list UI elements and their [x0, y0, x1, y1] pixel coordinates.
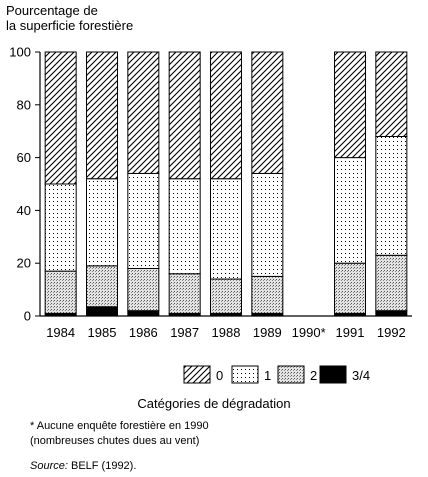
bar-segment [86, 265, 118, 308]
legend-label: 0 [216, 368, 223, 383]
legend-swatch [231, 365, 259, 384]
legend-label: 3/4 [352, 368, 370, 383]
bar-segment [168, 51, 201, 180]
y-axis-label-line1: Pourcentage de [6, 3, 98, 18]
x-tick-label: 1987 [170, 325, 199, 340]
footnote-line1: * Aucune enquête forestière en 1990 [30, 420, 209, 432]
bar-segment [334, 262, 366, 314]
bar-segment [251, 51, 284, 174]
x-tick-label: 1989 [253, 325, 282, 340]
legend-title: Catégories de dégradation [137, 396, 291, 411]
source-text: BELF (1992). [67, 460, 137, 472]
x-tick-label: 1991 [336, 325, 365, 340]
bar-segment [86, 306, 118, 317]
bar-segment [251, 275, 284, 314]
y-tick-label: 20 [17, 256, 31, 271]
bar-segment [375, 310, 408, 317]
bar-segment [44, 183, 77, 272]
legend-swatch [319, 365, 347, 384]
bar-segment [251, 172, 284, 277]
bar-segment [127, 267, 160, 312]
bar-segment [127, 172, 160, 269]
bar-segment [210, 178, 242, 280]
bar-segment [127, 51, 160, 174]
footnote-line2: (nombreuses chutes dues au vent) [30, 435, 200, 447]
x-tick-label: 1992 [377, 325, 406, 340]
x-tick-label: 1984 [46, 325, 75, 340]
bar-segment [375, 51, 408, 137]
bar-segment [210, 51, 242, 180]
bar-segment [168, 178, 201, 275]
bar-segment [44, 270, 77, 314]
x-tick-label: 1986 [129, 325, 158, 340]
bar-segment [375, 135, 408, 256]
bar-segment [168, 273, 201, 314]
source-prefix: Source: [30, 460, 68, 472]
bar-segment [334, 51, 366, 159]
y-tick-label: 100 [9, 45, 31, 60]
legend-swatch [277, 365, 305, 384]
x-tick-label: 1985 [88, 325, 117, 340]
y-tick-label: 80 [17, 97, 31, 112]
y-tick-label: 60 [17, 150, 31, 165]
bar-segment [86, 51, 118, 180]
bar-segment [334, 157, 366, 264]
legend-label: 2 [310, 368, 317, 383]
y-tick-label: 0 [24, 309, 31, 324]
bar-segment [127, 310, 160, 317]
bar-segment [86, 178, 118, 267]
y-tick-label: 40 [17, 203, 31, 218]
bar-segment [210, 278, 242, 314]
bar-segment [375, 254, 408, 312]
legend-swatch [183, 365, 211, 384]
source-note: Source: BELF (1992). [30, 460, 136, 472]
x-tick-label: 1988 [212, 325, 241, 340]
bar-segment [44, 51, 77, 185]
y-axis-label-line2: la superficie forestière [6, 18, 134, 33]
legend-label: 1 [264, 368, 271, 383]
x-tick-label: 1990* [292, 325, 326, 340]
